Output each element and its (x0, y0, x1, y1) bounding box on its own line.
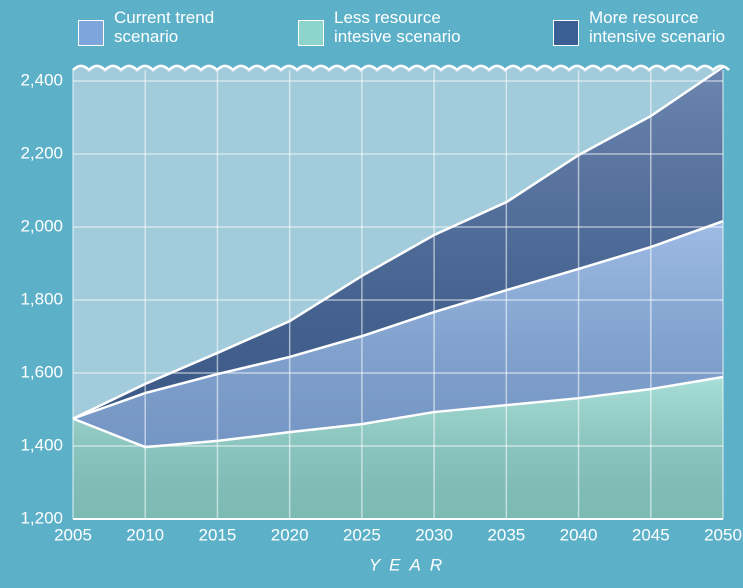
y-tick-label: 1,400 (20, 435, 63, 454)
legend-label: More resource intensive scenario (589, 8, 726, 46)
legend-label: Less resource intesive scenario (334, 8, 461, 46)
x-tick-label: 2015 (199, 525, 237, 544)
x-tick-label: 2030 (415, 525, 453, 544)
x-tick-label: 2045 (632, 525, 670, 544)
y-tick-label: 1,800 (20, 289, 63, 308)
x-tick-label: 2050 (704, 525, 742, 544)
y-tick-label: 2,000 (20, 216, 63, 235)
legend-swatch (78, 20, 104, 46)
y-tick-label: 2,400 (20, 70, 63, 89)
line (72, 219, 724, 420)
x-tick-label: 2025 (343, 525, 381, 544)
y-tick-label: 1,200 (20, 508, 63, 527)
x-tick-label: 2035 (487, 525, 525, 544)
y-tick-label: 2,200 (20, 143, 63, 162)
x-tick-label: 2020 (271, 525, 309, 544)
legend-swatch (298, 20, 324, 46)
legend-swatch (553, 20, 579, 46)
legend-item: Less resource intesive scenario (298, 8, 474, 46)
legend-label: Current trend scenario (114, 8, 215, 46)
x-axis-label: YEAR (369, 555, 451, 574)
line (72, 375, 724, 449)
y-tick-label: 1,600 (20, 362, 63, 381)
x-tick-label: 2005 (54, 525, 92, 544)
line (72, 66, 724, 420)
legend-item: More resource intensive scenario (553, 8, 739, 46)
area-shade (73, 377, 723, 519)
x-tick-label: 2040 (560, 525, 598, 544)
legend-item: Current trend scenario (78, 8, 229, 46)
x-tick-label: 2010 (126, 525, 164, 544)
wave-edge (72, 64, 730, 72)
